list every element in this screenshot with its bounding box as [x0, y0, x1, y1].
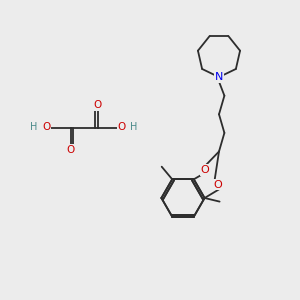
Text: O: O: [93, 100, 102, 110]
Text: H: H: [130, 122, 138, 133]
Text: O: O: [117, 122, 126, 133]
Text: O: O: [66, 145, 75, 155]
Text: O: O: [214, 179, 223, 190]
Text: O: O: [201, 165, 210, 175]
Text: H: H: [30, 122, 38, 133]
Text: N: N: [215, 72, 223, 82]
Text: O: O: [42, 122, 51, 133]
